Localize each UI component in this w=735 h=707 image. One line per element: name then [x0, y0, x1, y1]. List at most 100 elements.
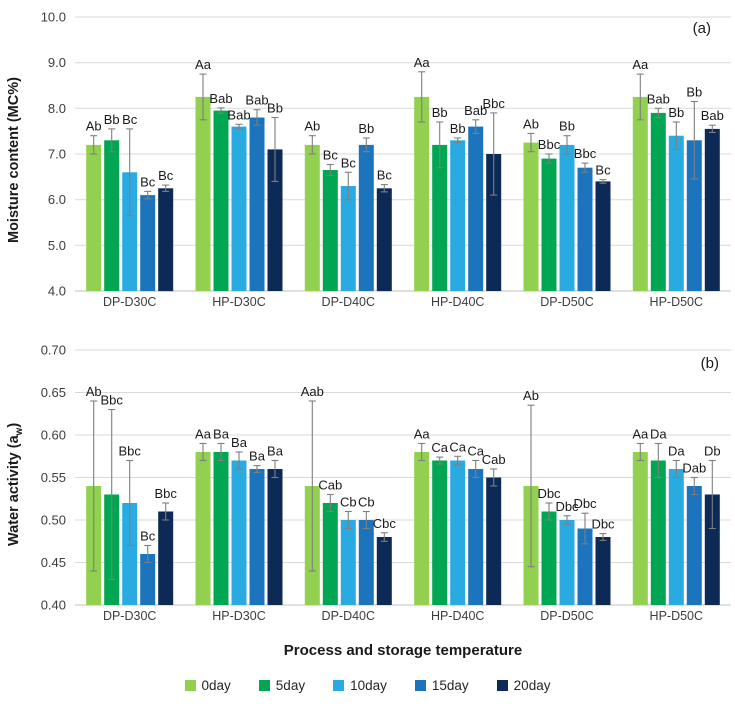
error-bar	[144, 190, 152, 200]
legend-swatch-15day	[414, 680, 426, 691]
bar-10day-HP-D40C	[450, 460, 466, 605]
error-bar	[380, 532, 388, 542]
significance-label: Dbc	[591, 517, 615, 532]
bar-5day-HP-D40C	[432, 460, 448, 605]
bar-10day-HP-D40C	[450, 140, 466, 291]
bar-5day-HP-D50C	[650, 460, 666, 605]
error-bar	[599, 179, 607, 184]
bar-10day-HP-D30C	[231, 126, 247, 291]
error-bar	[436, 121, 444, 169]
legend-label-5day: 5day	[275, 678, 306, 693]
significance-label: Bc	[122, 112, 138, 127]
bar-0day-HP-D50C	[632, 452, 648, 605]
error-bar	[308, 135, 316, 155]
legend-swatch-20day	[496, 680, 508, 691]
legend-item-10day: 10day	[333, 678, 387, 693]
bar-10day-DP-D40C	[340, 520, 356, 605]
error-bar	[344, 510, 352, 530]
error-bar	[545, 153, 553, 164]
panel-b-water-activity-chart: 0.700.650.600.550.500.450.40DP-D30CAbBbc…	[41, 343, 731, 623]
bar-5day-HP-D30C	[213, 452, 229, 605]
significance-label: Bbc	[118, 444, 141, 459]
significance-label: Bab	[227, 107, 250, 122]
bar-20day-DP-D30C	[158, 511, 174, 605]
error-bar	[253, 465, 261, 473]
bar-10day-DP-D50C	[559, 520, 575, 605]
significance-label: Bb	[358, 121, 374, 136]
significance-label: Aa	[632, 57, 649, 72]
significance-label: Bbc	[538, 137, 561, 152]
error-bar	[108, 128, 116, 153]
significance-label: Aab	[301, 384, 324, 399]
significance-label: Aa	[195, 57, 212, 72]
y-tick-label: 0.60	[41, 428, 66, 443]
significance-label: Ba	[249, 449, 266, 464]
error-bar	[690, 100, 698, 180]
bar-0day-HP-D30C	[195, 452, 211, 605]
bar-15day-HP-D30C	[249, 469, 265, 605]
y-tick-label: 0.40	[41, 598, 66, 613]
significance-label: Bb	[104, 112, 120, 127]
error-bar	[545, 502, 553, 521]
error-bar	[654, 442, 662, 479]
bar-5day-DP-D40C	[322, 503, 338, 605]
significance-label: Dbc	[555, 499, 579, 514]
error-bar	[235, 123, 243, 130]
significance-label: Dab	[682, 461, 706, 476]
bar-15day-HP-D40C	[468, 469, 484, 605]
significance-label: Aa	[414, 55, 431, 70]
significance-label: Bc	[595, 163, 611, 178]
error-bar	[454, 137, 462, 144]
significance-label: Ab	[523, 116, 539, 131]
error-bar	[599, 533, 607, 541]
bar-5day-DP-D40C	[322, 170, 338, 291]
bar-10day-HP-D50C	[668, 469, 684, 605]
legend-label-20day: 20day	[513, 678, 551, 693]
significance-label: Ca	[431, 440, 448, 455]
x-axis-title: Process and storage temperature	[283, 642, 523, 659]
panel-b-letter: (b)	[700, 355, 719, 372]
significance-label: Da	[668, 444, 685, 459]
bar-15day-DP-D50C	[577, 528, 593, 605]
significance-label: Aa	[632, 427, 649, 442]
error-bar	[162, 502, 170, 521]
significance-label: Bb	[668, 105, 684, 120]
bar-10day-HP-D50C	[668, 135, 684, 291]
error-bar	[454, 455, 462, 466]
panel-a-letter: (a)	[692, 20, 711, 37]
error-bar	[636, 73, 644, 121]
bar-15day-HP-D50C	[686, 140, 702, 291]
category-label: DP-D40C	[322, 609, 376, 623]
significance-label: Dbc	[537, 486, 561, 501]
bar-0day-DP-D50C	[523, 142, 539, 291]
category-label: HP-D50C	[650, 609, 704, 623]
error-bar	[144, 544, 152, 564]
significance-label: Aa	[414, 427, 431, 442]
error-bar	[654, 107, 662, 119]
legend-item-20day: 20day	[496, 678, 551, 693]
error-bar	[636, 442, 644, 462]
significance-label: Bb	[267, 101, 283, 116]
error-bar	[90, 135, 98, 155]
y-tick-label: 4.0	[48, 284, 66, 299]
category-label: HP-D40C	[431, 295, 485, 309]
significance-label: Bc	[140, 174, 156, 189]
bar-20day-DP-D40C	[376, 537, 392, 605]
error-bar	[199, 442, 207, 462]
error-bar	[199, 73, 207, 121]
y-tick-label: 8.0	[48, 101, 66, 116]
error-bar	[362, 137, 370, 153]
category-label: HP-D30C	[212, 609, 266, 623]
error-bar	[217, 107, 225, 114]
bar-15day-DP-D30C	[140, 195, 156, 291]
bar-10day-DP-D30C	[122, 503, 138, 605]
category-label: DP-D50C	[540, 609, 594, 623]
bar-5day-DP-D50C	[541, 511, 557, 605]
error-bar	[271, 116, 279, 182]
bar-0day-HP-D40C	[414, 96, 430, 292]
error-bar	[380, 184, 388, 193]
y-tick-label: 0.55	[41, 470, 66, 485]
error-bar	[527, 404, 535, 568]
bar-15day-HP-D30C	[249, 117, 265, 291]
error-bar	[418, 442, 426, 462]
